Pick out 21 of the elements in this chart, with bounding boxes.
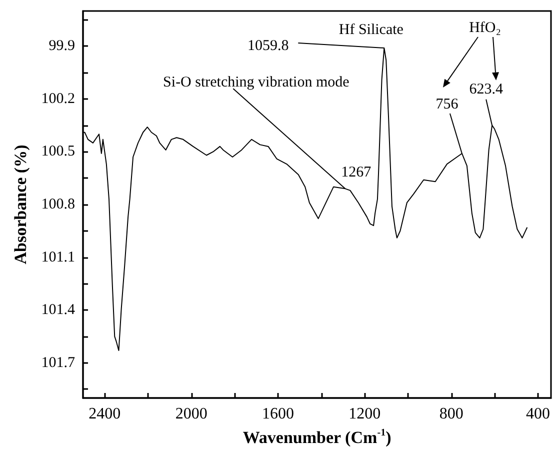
y-tick-label: 100.2 — [41, 90, 75, 107]
annotation: Hf Silicate — [338, 22, 404, 38]
x-tick-label: 2000 — [175, 406, 208, 422]
annotation: 1059.8 — [248, 38, 289, 54]
annotation: HfO₂ — [469, 20, 501, 36]
y-axis-title: Absorbance (%) — [11, 144, 30, 264]
y-tick-label: 99.9 — [48, 38, 75, 54]
annotation: Si-O stretching vibration mode — [163, 74, 350, 91]
annotation: 1267 — [341, 164, 372, 180]
y-tick-label: 100.5 — [41, 144, 75, 160]
y-tick-label: 100.8 — [41, 196, 75, 212]
y-tick-label: 101.4 — [41, 302, 76, 318]
annotation: 756 — [436, 96, 459, 112]
y-tick-label: 101.1 — [41, 249, 75, 266]
x-tick-label: 400 — [526, 406, 550, 422]
y-tick-label: 101.7 — [41, 354, 76, 371]
x-tick-label: 1600 — [262, 406, 294, 422]
x-tick-label: 800 — [439, 406, 464, 422]
annotation: 623.4 — [469, 81, 504, 98]
x-tick-label: 1200 — [348, 406, 381, 422]
x-tick-label: 2400 — [88, 406, 121, 422]
